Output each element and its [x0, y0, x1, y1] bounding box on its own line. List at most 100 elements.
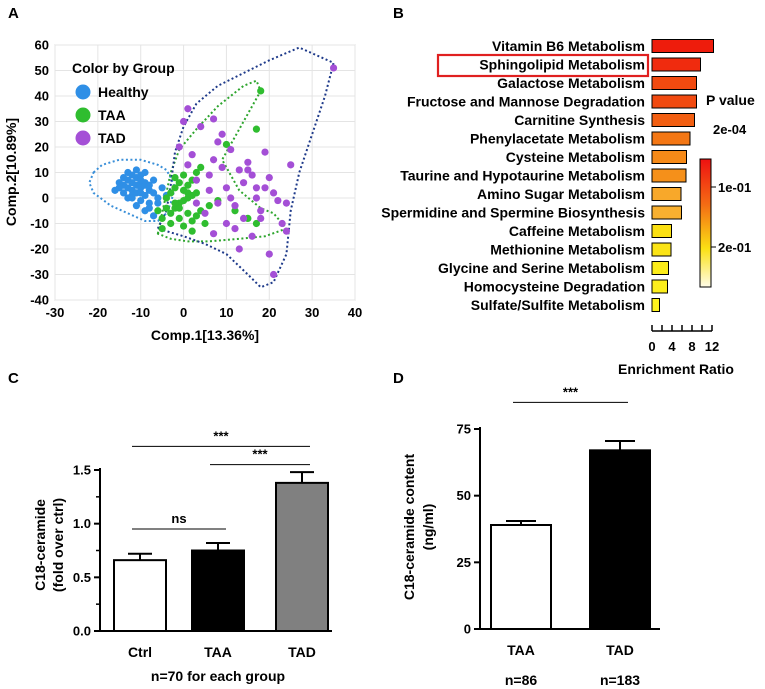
bar-tad: [589, 449, 651, 631]
point-tad: [265, 174, 273, 182]
point-tad: [231, 202, 239, 210]
enrichment-bar: [651, 261, 669, 275]
x-tick-label: TAA: [204, 644, 232, 660]
point-taa: [192, 212, 201, 220]
point-tad: [235, 245, 243, 253]
point-taa: [167, 219, 175, 228]
legend-label-tad: TAD: [98, 130, 126, 146]
point-healthy: [128, 171, 136, 179]
point-taa: [158, 225, 166, 233]
legend-title: Color by Group: [72, 60, 175, 76]
point-tad: [252, 194, 261, 202]
point-tad: [244, 158, 252, 166]
x-tick-label: Ctrl: [128, 644, 152, 660]
point-tad: [265, 250, 273, 258]
point-tad: [282, 227, 291, 235]
y-tick-label: -40: [30, 293, 49, 308]
significance-label: ***: [563, 384, 579, 399]
point-taa: [184, 189, 192, 197]
point-tad: [261, 148, 269, 156]
point-taa: [192, 168, 201, 177]
colorbar: P value 2e-04 1e-01 2e-01: [699, 92, 755, 288]
point-taa: [205, 202, 213, 210]
point-tad: [218, 130, 226, 138]
significance-layer: ***: [513, 384, 628, 403]
point-healthy: [115, 184, 123, 192]
y-tick-label: 60: [35, 38, 49, 53]
point-tad: [239, 214, 248, 222]
enrichment-bar: [651, 242, 672, 257]
panel-label-d: D: [393, 370, 404, 387]
x-tick-label: 10: [219, 305, 233, 320]
pathway-label: Spermidine and Spermine Biosynthesis: [381, 205, 645, 221]
point-taa: [158, 214, 166, 222]
point-tad: [244, 166, 252, 174]
legend-marker-taa: [75, 107, 91, 123]
x-tick-label: 4: [668, 339, 676, 354]
y-tick-label: 50: [35, 63, 49, 78]
pathway-label: Fructose and Mannose Degradation: [407, 94, 645, 110]
point-taa: [162, 204, 171, 212]
point-tad: [201, 209, 209, 217]
bar-taa: [490, 524, 552, 630]
point-tad: [205, 186, 213, 194]
point-tad: [261, 184, 269, 192]
point-taa: [184, 181, 192, 189]
pathway-label: Vitamin B6 Metabolism: [492, 38, 645, 54]
x-tick-label: 0: [180, 305, 187, 320]
point-taa: [167, 189, 175, 197]
point-tad: [179, 117, 188, 126]
point-healthy: [145, 199, 153, 207]
x-tick-label: 30: [305, 305, 319, 320]
enrichment-bar: [651, 187, 682, 201]
enrichment-bar: [651, 298, 660, 312]
point-healthy: [145, 204, 153, 212]
enrichment-bar: [651, 94, 697, 109]
x-tick-label: 8: [688, 339, 695, 354]
y-tick-label: 0.5: [73, 570, 91, 585]
point-taa: [179, 222, 188, 230]
significance-label: ***: [252, 447, 268, 462]
point-healthy: [119, 189, 128, 197]
legend-marker-healthy: [75, 84, 91, 100]
colorbar-label-top: 2e-04: [713, 122, 747, 137]
y-tick-label: 40: [35, 89, 49, 104]
colorbar-gradient: [699, 158, 712, 288]
point-healthy: [149, 176, 158, 184]
point-tad: [274, 196, 282, 205]
colorbar-label-low: 2e-01: [718, 240, 751, 255]
y-tick-label: -20: [30, 242, 49, 257]
bar-taa: [191, 549, 245, 632]
x-axis: 0 4 8 12: [648, 325, 719, 354]
significance-label: ***: [213, 428, 229, 443]
point-taa: [154, 207, 162, 215]
n-label: n=86: [505, 672, 538, 688]
point-taa: [184, 209, 192, 217]
x-tick-label: 0: [648, 339, 655, 354]
x-tick-label: 12: [705, 339, 719, 354]
bars-layer: [490, 440, 651, 631]
point-tad: [248, 171, 256, 179]
x-tick-label: TAD: [288, 644, 316, 660]
point-taa: [188, 217, 196, 225]
y-tick-label: 1.5: [73, 463, 91, 478]
bar-tad: [275, 481, 329, 632]
point-tad: [175, 143, 183, 151]
y-tick-label: -10: [30, 216, 49, 231]
x-tick-label: -10: [131, 305, 150, 320]
point-healthy: [124, 194, 132, 202]
point-taa: [192, 189, 201, 197]
pathway-label: Amino Sugar Metabolism: [477, 186, 645, 202]
point-taa: [188, 227, 196, 235]
enrichment-bar: [651, 224, 672, 238]
point-tad: [209, 115, 218, 123]
enrichment-bar: [651, 76, 697, 90]
grid-layer: [54, 44, 356, 301]
point-taa: [197, 163, 205, 171]
pathway-label: Glycine and Serine Metabolism: [438, 260, 645, 276]
point-taa: [175, 204, 183, 212]
point-taa: [257, 87, 265, 95]
point-taa: [162, 194, 171, 202]
y-tick-label: 0.0: [73, 624, 91, 639]
